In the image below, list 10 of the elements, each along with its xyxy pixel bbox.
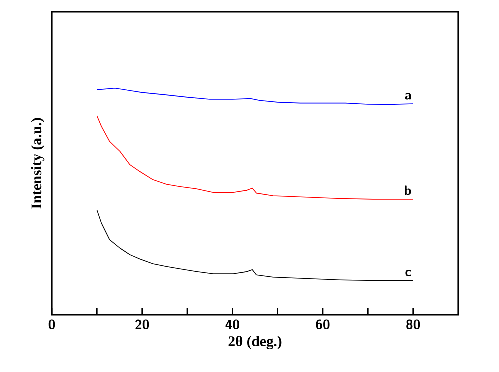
series-label: b	[405, 186, 412, 196]
x-tick-label: 0	[48, 320, 56, 330]
x-axis-title: 2θ (deg.)	[228, 336, 282, 350]
series-label: a	[405, 93, 412, 100]
series-label: c	[406, 270, 412, 277]
y-axis-title: Intensity (a.u.)	[31, 118, 45, 209]
x-tick-label: 40	[226, 320, 240, 330]
x-tick-label: 20	[136, 320, 150, 330]
x-tick-label: 80	[406, 320, 420, 330]
x-tick-label: 60	[316, 320, 330, 330]
